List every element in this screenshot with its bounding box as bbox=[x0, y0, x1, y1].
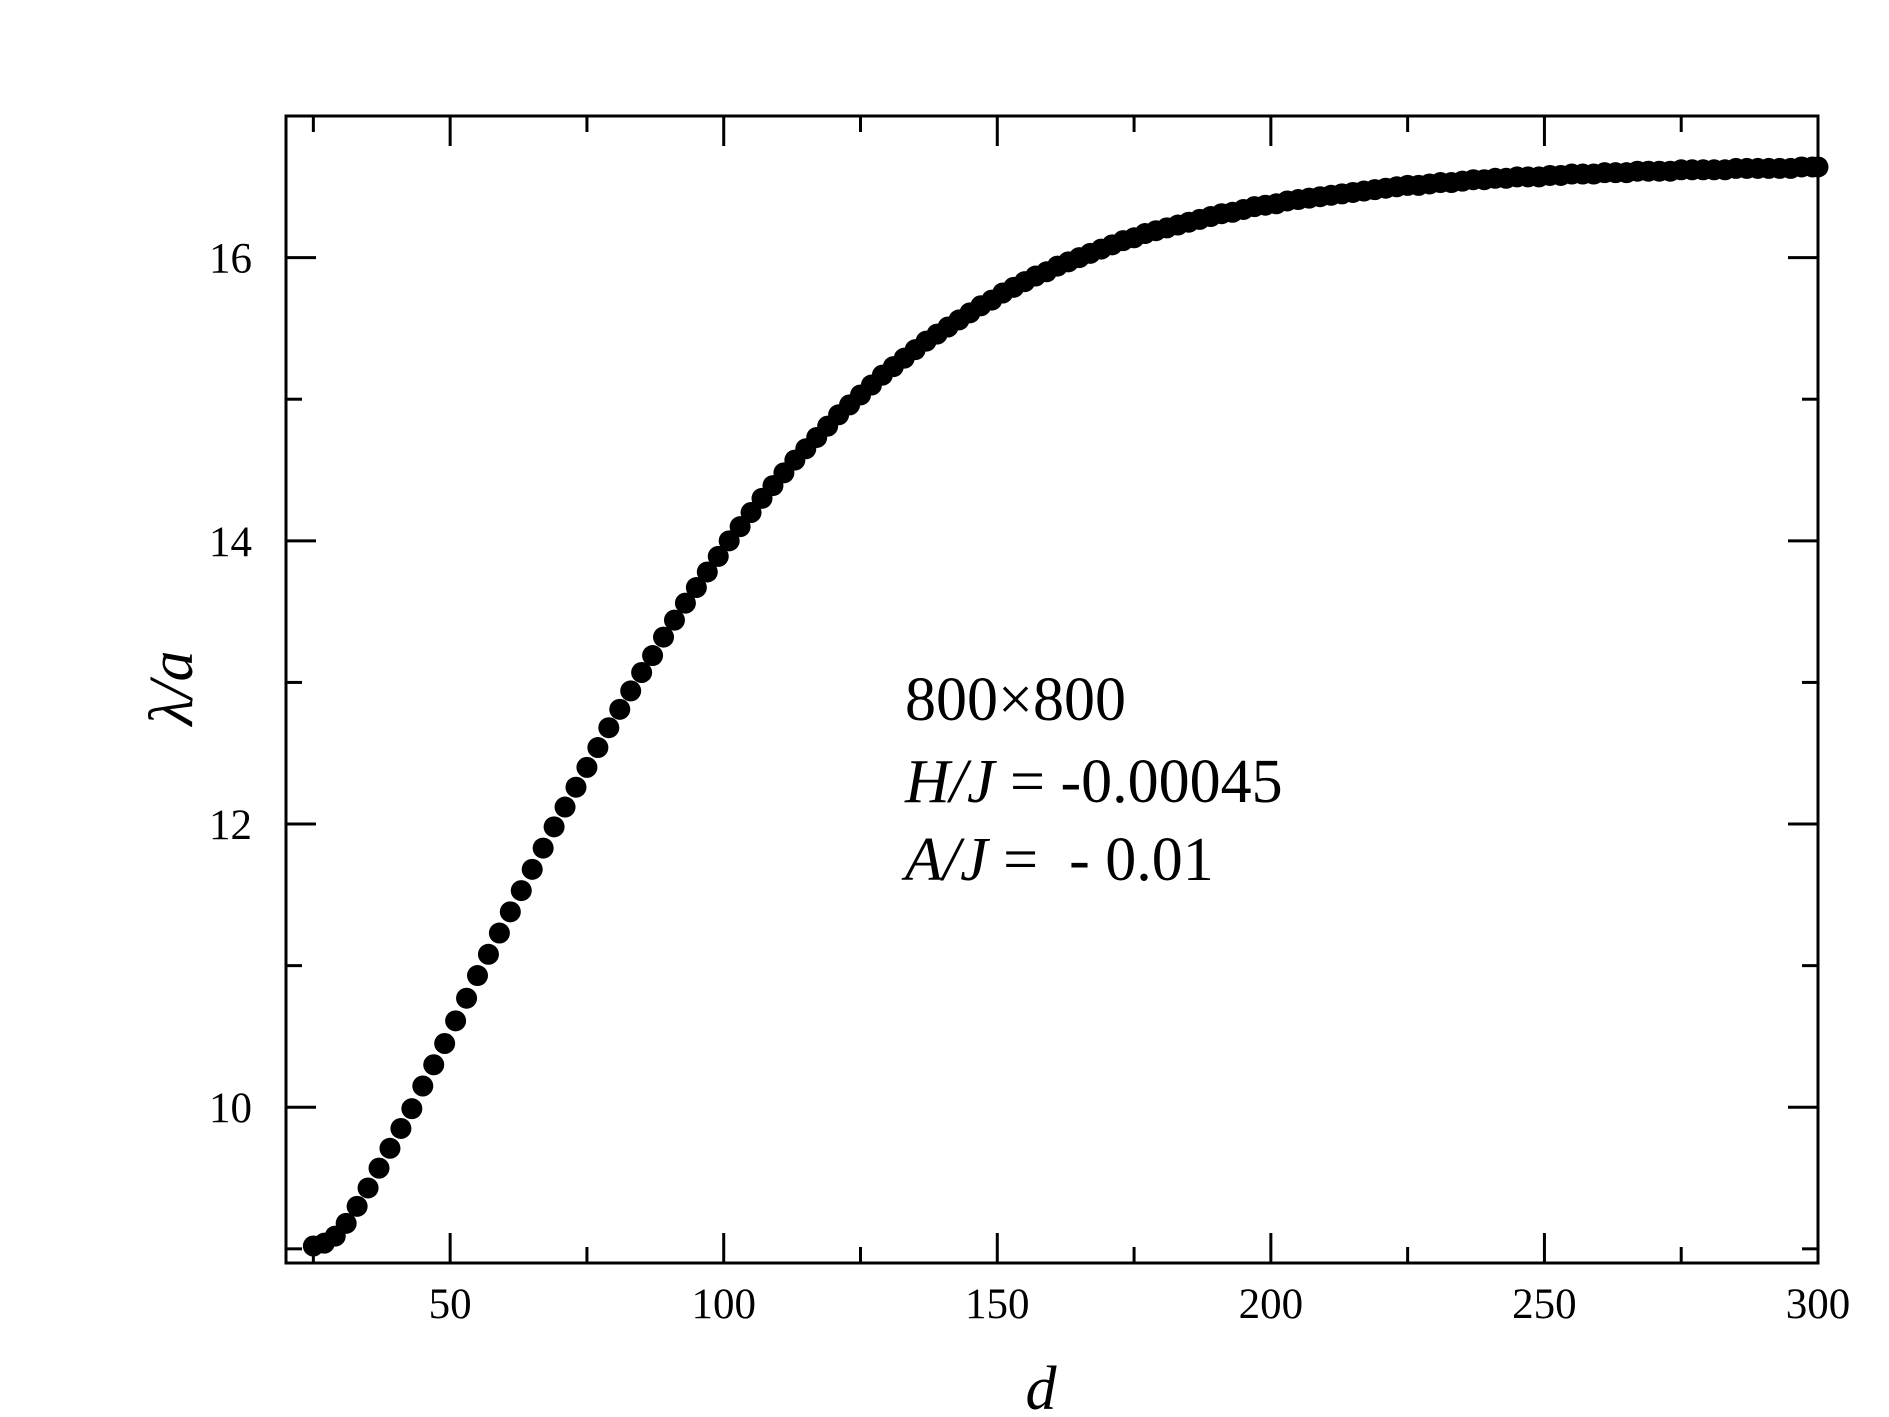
data-point bbox=[510, 880, 532, 902]
data-point bbox=[554, 796, 576, 818]
annotation-line: A/J = - 0.01 bbox=[901, 826, 1214, 894]
data-point bbox=[653, 626, 675, 648]
data-point bbox=[423, 1054, 445, 1076]
annotation-text: = -0.00045 bbox=[995, 748, 1283, 816]
annotation-text: = - 0.01 bbox=[988, 826, 1214, 894]
data-point bbox=[1807, 156, 1829, 178]
annotation-text: 800×800 bbox=[905, 666, 1126, 734]
x-axis-title: d bbox=[1026, 1355, 1058, 1417]
data-point bbox=[368, 1157, 390, 1179]
x-tick-label: 100 bbox=[691, 1281, 756, 1328]
data-point bbox=[609, 698, 631, 720]
data-point bbox=[718, 530, 740, 552]
data-point bbox=[663, 609, 685, 631]
data-point bbox=[499, 901, 521, 923]
data-point bbox=[456, 987, 478, 1009]
data-point bbox=[390, 1117, 412, 1139]
data-series bbox=[302, 156, 1829, 1257]
y-tick-label: 14 bbox=[209, 519, 252, 566]
y-tick-label: 16 bbox=[209, 236, 252, 283]
data-point bbox=[401, 1098, 423, 1120]
data-point bbox=[576, 756, 598, 778]
axis-tick-labels: 50 100 150 200 250 300 10 12 14 16 bbox=[209, 236, 1850, 1328]
data-point bbox=[434, 1033, 456, 1055]
annotation-line: H/J = -0.00045 bbox=[904, 748, 1283, 816]
data-point bbox=[346, 1195, 368, 1217]
data-point bbox=[379, 1137, 401, 1159]
y-tick-label: 12 bbox=[209, 802, 252, 849]
data-point bbox=[565, 776, 587, 798]
y-axis-title: λ/a bbox=[138, 650, 206, 727]
data-point bbox=[532, 837, 554, 859]
data-point bbox=[729, 516, 751, 538]
data-point bbox=[521, 858, 543, 880]
data-point bbox=[674, 592, 696, 614]
annotation-line: 800×800 bbox=[905, 666, 1126, 734]
data-point bbox=[642, 645, 664, 667]
data-point bbox=[488, 922, 510, 944]
data-point bbox=[696, 561, 718, 583]
y-tick-label: 10 bbox=[209, 1085, 252, 1132]
plot-frame bbox=[284, 114, 1820, 1265]
data-point bbox=[467, 965, 488, 987]
data-point bbox=[357, 1177, 379, 1199]
x-tick-label: 150 bbox=[965, 1281, 1030, 1328]
data-point bbox=[620, 680, 642, 702]
data-point bbox=[587, 737, 609, 759]
data-point bbox=[445, 1010, 467, 1032]
data-point bbox=[335, 1212, 357, 1234]
data-point bbox=[707, 545, 729, 567]
data-point bbox=[543, 816, 565, 838]
annotation-text: A/J bbox=[901, 826, 990, 894]
x-tick-label: 50 bbox=[429, 1281, 472, 1328]
data-point bbox=[598, 717, 620, 739]
x-tick-label: 250 bbox=[1512, 1281, 1577, 1328]
annotation-text: H/J bbox=[904, 748, 997, 816]
x-tick-label: 300 bbox=[1786, 1281, 1851, 1328]
data-point bbox=[631, 662, 653, 684]
data-point bbox=[477, 943, 499, 965]
data-point bbox=[412, 1075, 434, 1097]
data-point bbox=[685, 577, 707, 599]
x-tick-label: 200 bbox=[1239, 1281, 1304, 1328]
data-point bbox=[740, 501, 762, 523]
